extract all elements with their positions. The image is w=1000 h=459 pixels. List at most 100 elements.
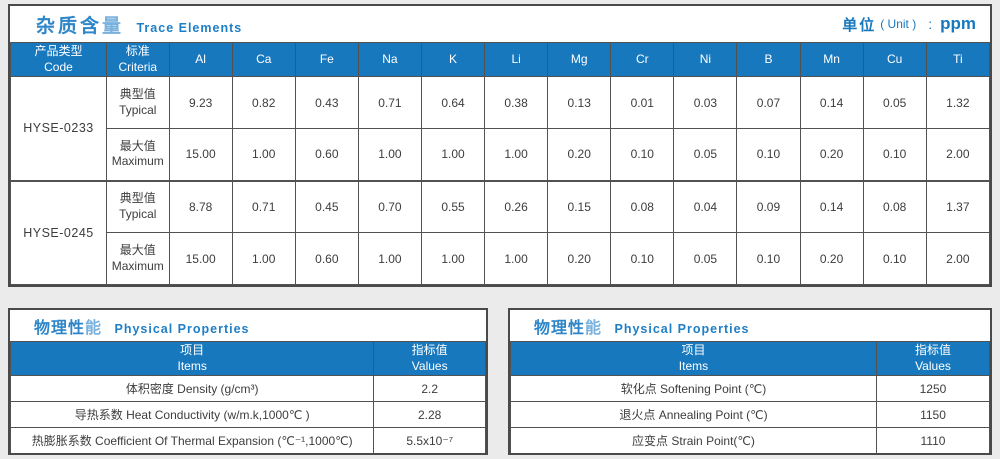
col-header-values: 指标值 Values (875, 341, 990, 376)
element-column-header: Na (357, 42, 422, 77)
value-cell: 0.45 (294, 179, 359, 233)
col-header-items-en: Items (678, 358, 709, 373)
property-value: 1110 (875, 427, 990, 453)
heading-zh-accent: 量 (102, 15, 125, 37)
property-value: 2.2 (373, 375, 486, 402)
element-column-header: Al (168, 42, 233, 77)
physical-properties-left-panel: 物理性能 Physical Properties 项目 Items 指标值 Valu… (8, 308, 488, 455)
trace-header-row: 产品类型 Code 标准 Criteria Al Ca Fe Na K Li Mg … (10, 42, 990, 77)
col-header-items-en: Items (177, 358, 207, 373)
physical-left-title-bar: 物理性能 Physical Properties (10, 310, 486, 341)
criteria-maximum: 最大值 Maximum (105, 232, 170, 285)
value-cell: 1.00 (357, 128, 422, 181)
criteria-typical: 典型值 Typical (105, 76, 170, 129)
criteria-maximum: 最大值 Maximum (105, 128, 170, 181)
physical-left-header-row: 项目 Items 指标值 Values (10, 341, 486, 376)
unit-label-zh: 单位 (842, 16, 877, 34)
heading-zh-main: 物理性 (34, 319, 86, 337)
table-row-density: 体积密度 Density (g/cm³) 2.2 (10, 375, 486, 402)
property-value: 5.5x10⁻⁷ (373, 427, 486, 453)
criteria-typical-zh: 典型值 (119, 191, 156, 206)
element-column-header: Ni (673, 42, 738, 77)
value-cell: 15.00 (168, 232, 233, 285)
table-row-hyse0233-maximum: 最大值 Maximum 15.00 1.00 0.60 1.00 1.00 1.0… (11, 128, 990, 181)
col-header-items-zh: 项目 (681, 342, 706, 357)
unit-label-en: ( Unit ) (880, 17, 917, 31)
unit-indicator: 单位 ( Unit ) : ppm (842, 14, 976, 35)
element-column-header: Li (484, 42, 549, 77)
value-cell: 1.00 (357, 232, 422, 285)
col-header-code: 产品类型 Code (10, 42, 107, 77)
product-code: HYSE-0245 (10, 179, 107, 285)
value-cell: 0.20 (799, 128, 864, 181)
heading-zh: 杂质含量 (36, 16, 124, 37)
value-cell: 0.03 (673, 76, 738, 129)
value-cell: 0.10 (610, 128, 675, 181)
col-header-values-en: Values (411, 358, 448, 373)
physical-right-table: 项目 Items 指标值 Values 软化点 Softening Point (℃… (510, 341, 990, 453)
value-cell: 0.43 (294, 76, 359, 129)
element-column-header: Ti (925, 42, 990, 77)
value-cell: 1.00 (420, 128, 486, 181)
value-cell: 0.09 (736, 179, 801, 233)
physical-right-heading: 物理性能 Physical Properties (534, 314, 750, 338)
col-header-values-en: Values (915, 358, 951, 373)
value-cell: 0.05 (862, 76, 927, 129)
heading-en: Physical Properties (614, 321, 750, 336)
physical-left-table: 项目 Items 指标值 Values 体积密度 Density (g/cm³) 2… (10, 341, 486, 453)
value-cell: 0.07 (736, 76, 801, 129)
value-cell: 0.10 (862, 128, 927, 181)
element-column-header: Mg (547, 42, 612, 77)
value-cell: 1.00 (484, 232, 549, 285)
col-header-code-en: Code (44, 59, 73, 74)
value-cell: 0.38 (484, 76, 549, 129)
criteria-maximum-en: Maximum (111, 258, 164, 273)
heading-zh-accent: 能 (585, 319, 603, 337)
element-column-header: B (736, 42, 801, 77)
col-header-criteria: 标准 Criteria (105, 42, 170, 77)
value-cell: 1.00 (231, 128, 296, 181)
element-column-header: K (420, 42, 486, 77)
element-column-header: Mn (799, 42, 864, 77)
value-cell: 2.00 (925, 232, 990, 285)
heading-zh-main: 物理性 (534, 319, 586, 337)
value-cell: 0.10 (862, 232, 927, 285)
table-row-heat-conductivity: 导热系数 Heat Conductivity (w/m.k,1000℃ ) 2.… (10, 401, 486, 428)
physical-right-header-row: 项目 Items 指标值 Values (510, 341, 990, 376)
property-item: 导热系数 Heat Conductivity (w/m.k,1000℃ ) (10, 401, 375, 428)
property-item: 热膨胀系数 Coefficient Of Thermal Expansion (… (10, 427, 375, 453)
physical-right-title-bar: 物理性能 Physical Properties (510, 310, 990, 341)
col-header-values-zh: 指标值 (914, 342, 951, 357)
criteria-typical-en: Typical (119, 206, 157, 221)
table-row-hyse0245-typical: HYSE-0245 典型值 Typical 8.78 0.71 0.45 0.70… (10, 179, 990, 285)
property-value: 2.28 (373, 401, 486, 428)
value-cell: 0.26 (484, 179, 549, 233)
value-cell: 0.13 (547, 76, 612, 129)
property-item: 体积密度 Density (g/cm³) (10, 375, 375, 402)
value-cell: 0.20 (547, 232, 612, 285)
value-cell: 0.15 (547, 179, 612, 233)
value-cell: 0.01 (610, 76, 675, 129)
col-header-criteria-zh: 标准 (125, 43, 150, 58)
col-header-items-zh: 项目 (180, 342, 205, 357)
criteria-typical: 典型值 Typical (105, 179, 170, 233)
property-item: 应变点 Strain Point(℃) (510, 427, 877, 453)
value-cell: 0.04 (673, 179, 738, 233)
value-cell: 8.78 (168, 179, 233, 233)
trace-elements-table: 产品类型 Code 标准 Criteria Al Ca Fe Na K Li Mg … (10, 42, 990, 285)
value-cell: 0.05 (673, 128, 738, 181)
criteria-typical-en: Typical (119, 102, 157, 117)
value-cell: 0.70 (357, 179, 422, 233)
table-row-hyse0233-typical: HYSE-0233 典型值 Typical 9.23 0.82 0.43 0.71… (10, 76, 990, 181)
table-row-thermal-expansion: 热膨胀系数 Coefficient Of Thermal Expansion (… (10, 427, 486, 453)
physical-left-heading: 物理性能 Physical Properties (34, 314, 250, 338)
col-header-values: 指标值 Values (373, 341, 486, 376)
value-cell: 15.00 (168, 128, 233, 181)
value-cell: 0.60 (294, 232, 359, 285)
value-cell: 1.00 (231, 232, 296, 285)
physical-properties-right-panel: 物理性能 Physical Properties 项目 Items 指标值 Valu… (508, 308, 992, 455)
value-cell: 1.32 (925, 76, 990, 129)
table-row-strain-point: 应变点 Strain Point(℃) 1110 (510, 427, 990, 453)
value-cell: 0.55 (420, 179, 486, 233)
col-header-values-zh: 指标值 (411, 342, 448, 357)
